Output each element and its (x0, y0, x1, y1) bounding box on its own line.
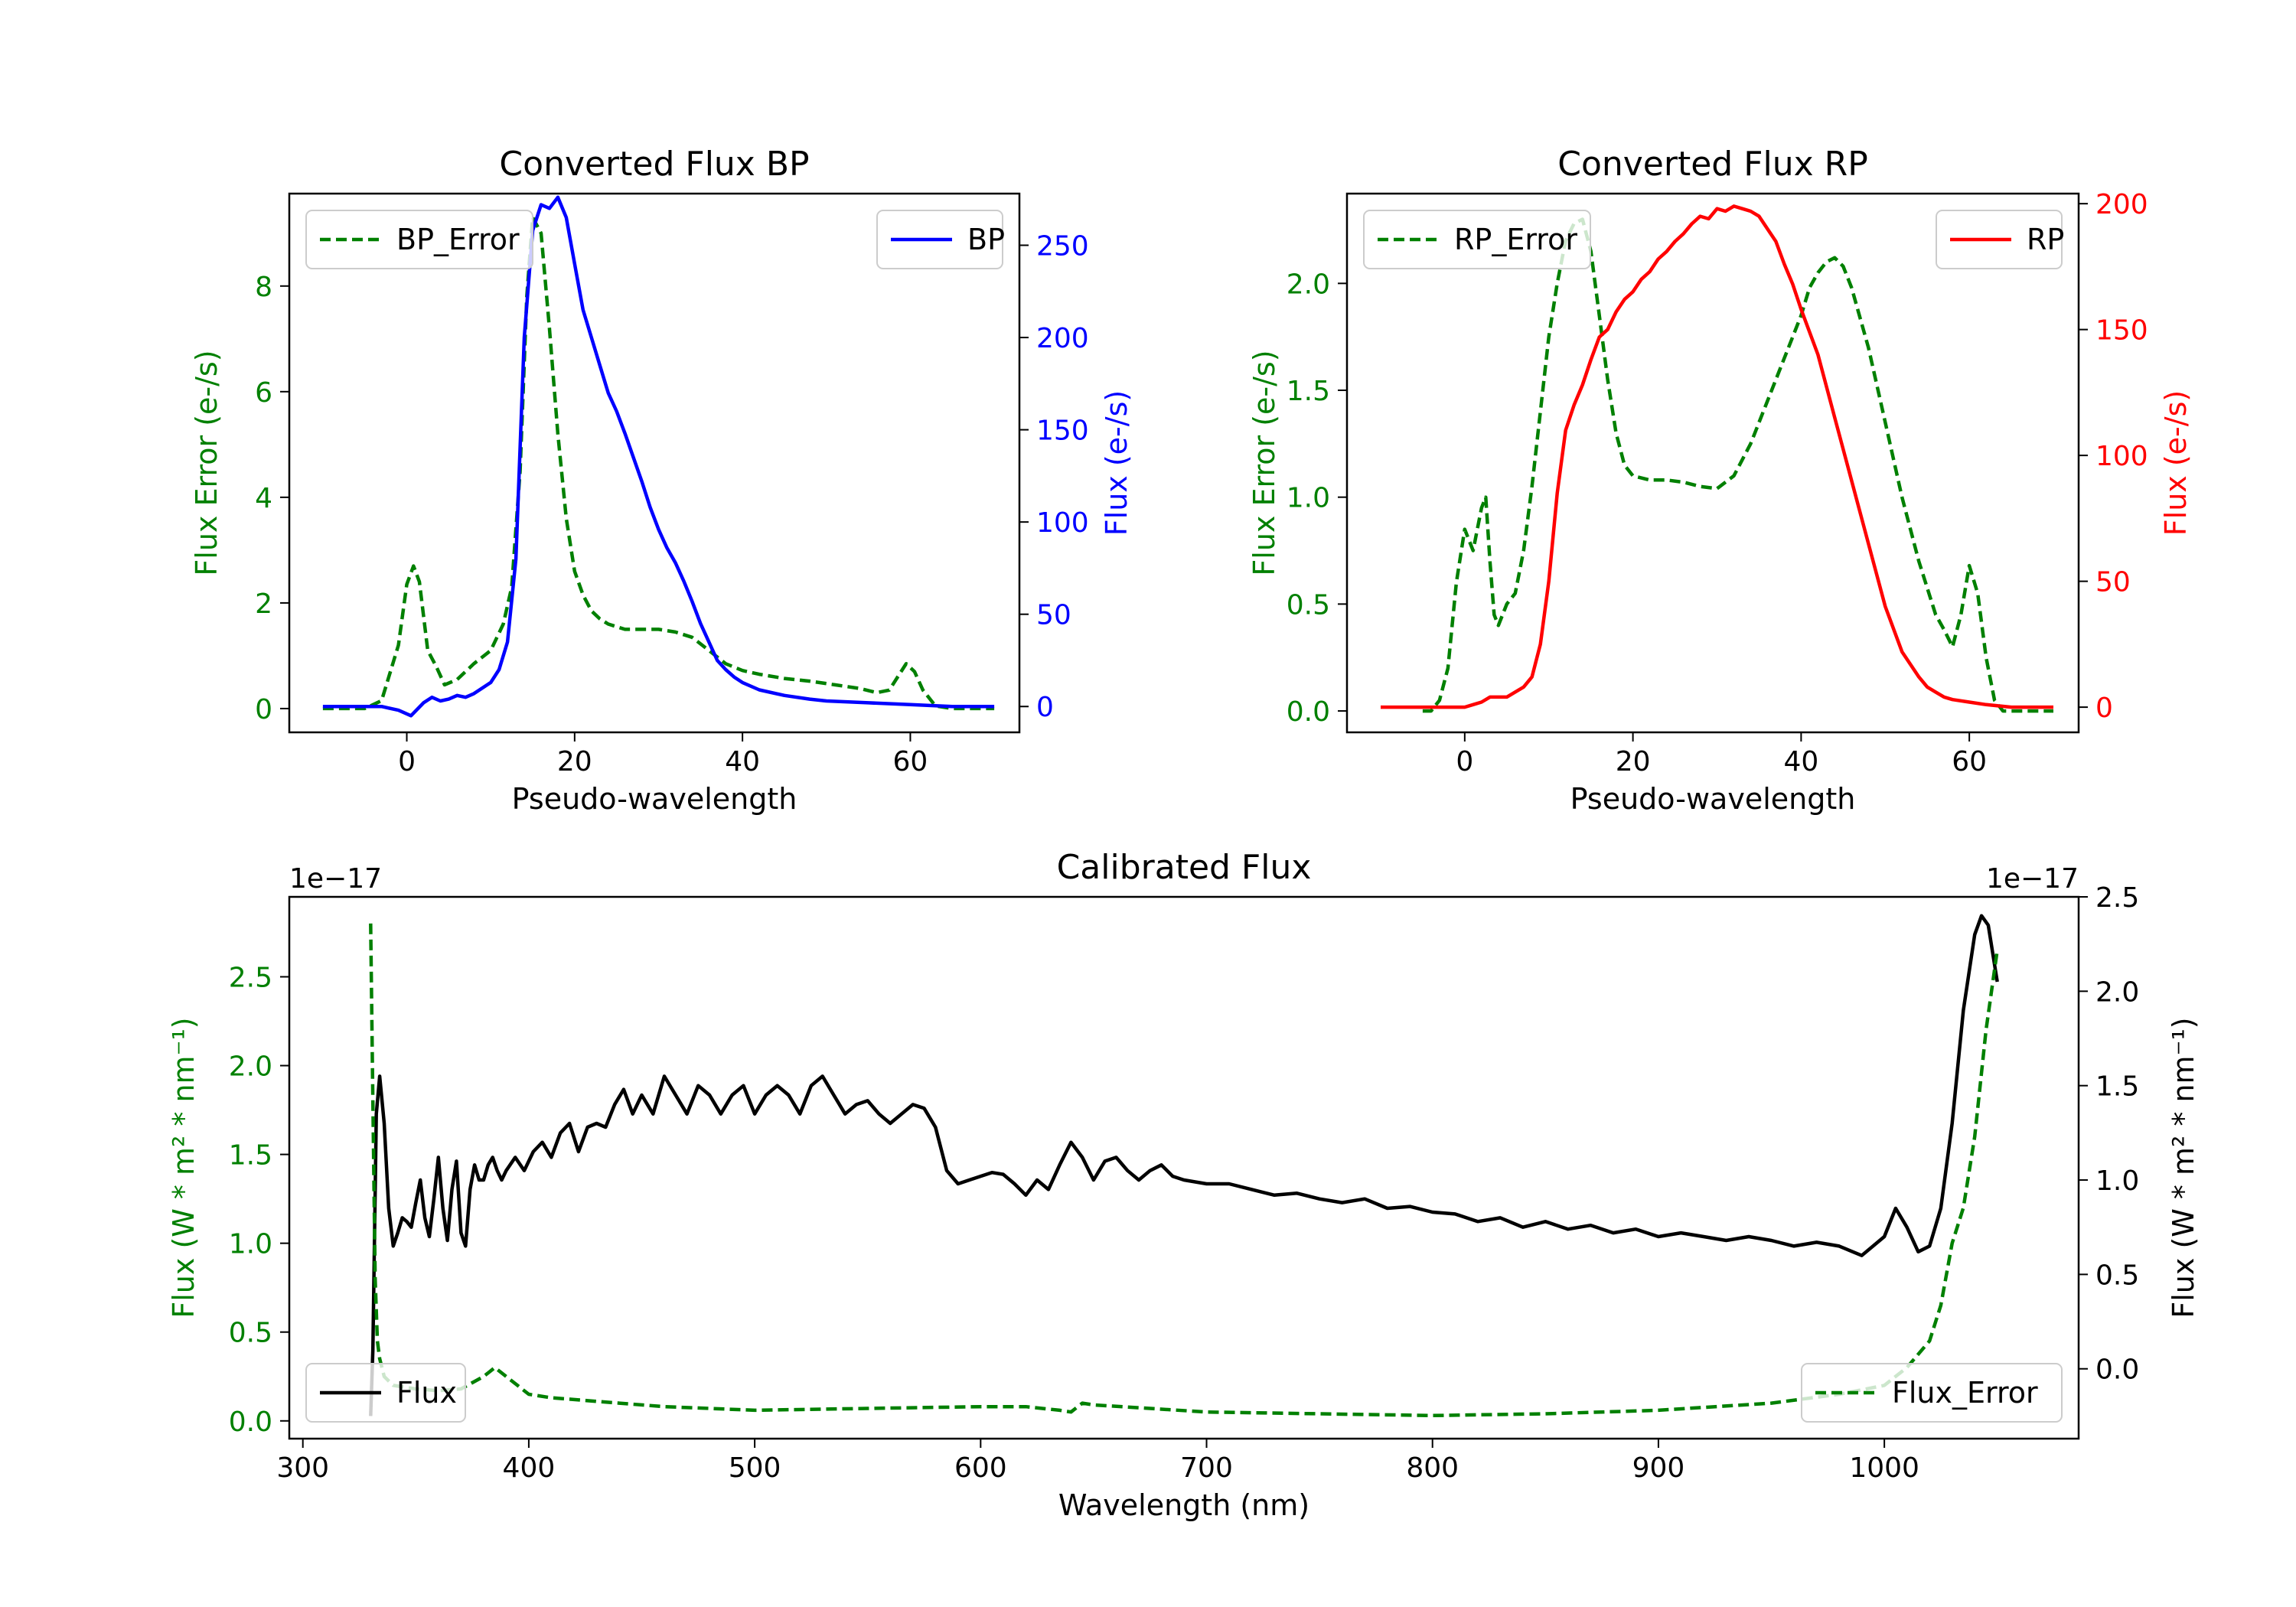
calibrated-title: Calibrated Flux (1057, 848, 1312, 887)
rp-ytick-right-label: 100 (2095, 441, 2148, 472)
calibrated-legend-flux-error (1801, 1363, 2063, 1423)
bp-xtick-label: 20 (557, 746, 592, 777)
rp-xlabel: Pseudo-wavelength (1570, 782, 1856, 816)
rp-ytick-right-label: 200 (2095, 189, 2148, 220)
calibrated-ylabel-right: Flux (W * m² * nm⁻¹) (2167, 1017, 2200, 1318)
rp-ytick-right-label: 150 (2095, 315, 2148, 347)
rp-frame (1345, 192, 2080, 734)
calibrated-legend-flux-label: Flux (396, 1376, 457, 1410)
calibrated-ytick-left-label: 0.5 (229, 1318, 272, 1349)
calibrated-series-flux (369, 914, 1999, 1416)
bp-ytick-right-label: 50 (1036, 600, 1071, 631)
calibrated-legend-flux (305, 1363, 466, 1423)
bp-ytick-right-label: 250 (1036, 231, 1089, 262)
calibrated-xtick-label: 800 (1406, 1452, 1459, 1484)
calibrated-ytick-left-label: 2.0 (229, 1051, 272, 1083)
calibrated-legend-flux-error-label: Flux_Error (1892, 1376, 2038, 1410)
rp-ytick-left-label: 2.0 (1287, 269, 1330, 300)
rp-ytick-right-label: 50 (2095, 567, 2131, 598)
bp-legend-bp-error-label: BP_Error (396, 223, 520, 256)
calibrated-xtick-label: 1000 (1849, 1452, 1919, 1484)
calibrated-series-flux-error (369, 923, 1999, 1418)
rp-xtick-label: 20 (1616, 746, 1651, 777)
calibrated-ytick-left-label: 2.5 (229, 962, 272, 993)
calibrated-offset-right: 1e−17 (1986, 863, 2079, 895)
rp-ytick-left-label: 1.0 (1287, 483, 1330, 514)
rp-legend-rp-label: RP (2027, 223, 2064, 256)
rp-title: Converted Flux RP (1557, 145, 1868, 184)
rp-xtick-label: 60 (1952, 746, 1987, 777)
calibrated-ylabel-left: Flux (W * m² * nm⁻¹) (167, 1017, 201, 1318)
calibrated-xtick-label: 300 (276, 1452, 329, 1484)
bp-series-bp (322, 195, 995, 718)
bp-ytick-right-label: 200 (1036, 323, 1089, 354)
calibrated-xtick-label: 600 (954, 1452, 1007, 1484)
bp-ylabel-left: Flux Error (e-/s) (190, 350, 223, 575)
rp-ylabel-right: Flux (e-/s) (2159, 390, 2193, 536)
calibrated-xtick-label: 700 (1180, 1452, 1233, 1484)
bp-ytick-right-label: 0 (1036, 692, 1054, 723)
calibrated-ytick-left-label: 0.0 (229, 1407, 272, 1438)
bp-ytick-left-label: 2 (255, 588, 272, 620)
calibrated-frame (288, 895, 2080, 1440)
bp-frame (288, 192, 1021, 734)
bp-legend-bp-error (305, 210, 533, 269)
bp-series-bp-error (322, 215, 995, 711)
calibrated-xtick-label: 500 (729, 1452, 781, 1484)
bp-xtick-label: 60 (893, 746, 928, 777)
bp-ylabel-right: Flux (e-/s) (1100, 390, 1133, 536)
bp-ytick-left-label: 6 (255, 377, 272, 409)
calibrated-ytick-left-label: 1.0 (229, 1229, 272, 1260)
rp-series-rp (1381, 204, 2053, 709)
rp-xtick-label: 0 (1456, 746, 1473, 777)
calibrated-xtick-label: 400 (503, 1452, 556, 1484)
rp-xtick-label: 40 (1783, 746, 1818, 777)
bp-ytick-left-label: 4 (255, 483, 272, 514)
calibrated-xlabel: Wavelength (nm) (1058, 1488, 1309, 1522)
rp-ylabel-left: Flux Error (e-/s) (1247, 350, 1281, 575)
bp-ytick-right-label: 150 (1036, 416, 1089, 447)
rp-ytick-left-label: 1.5 (1287, 376, 1330, 407)
rp-legend-rp-error (1363, 210, 1591, 269)
calibrated-ytick-right-label: 1.5 (2095, 1071, 2139, 1103)
bp-xlabel: Pseudo-wavelength (512, 782, 797, 816)
calibrated-ytick-left-label: 1.5 (229, 1140, 272, 1172)
rp-legend-rp-error-label: RP_Error (1454, 223, 1577, 256)
rp-series-rp-error (1422, 217, 2053, 713)
bp-title: Converted Flux BP (499, 145, 809, 184)
calibrated-ytick-right-label: 2.0 (2095, 976, 2139, 1008)
rp-ytick-left-label: 0.0 (1287, 696, 1330, 728)
bp-legend-bp-label: BP (967, 223, 1005, 256)
bp-ytick-left-label: 8 (255, 272, 272, 303)
calibrated-ytick-right-label: 1.0 (2095, 1165, 2139, 1197)
calibrated-xtick-label: 900 (1632, 1452, 1685, 1484)
calibrated-ytick-right-label: 2.5 (2095, 882, 2139, 914)
bp-xtick-label: 0 (398, 746, 416, 777)
calibrated-ytick-right-label: 0.5 (2095, 1260, 2139, 1291)
rp-ytick-left-label: 0.5 (1287, 589, 1330, 621)
rp-ytick-right-label: 0 (2095, 693, 2113, 724)
calibrated-ytick-right-label: 0.0 (2095, 1354, 2139, 1386)
bp-xtick-label: 40 (725, 746, 760, 777)
bp-ytick-left-label: 0 (255, 694, 272, 725)
calibrated-offset-left: 1e−17 (289, 863, 382, 895)
bp-ytick-right-label: 100 (1036, 507, 1089, 539)
